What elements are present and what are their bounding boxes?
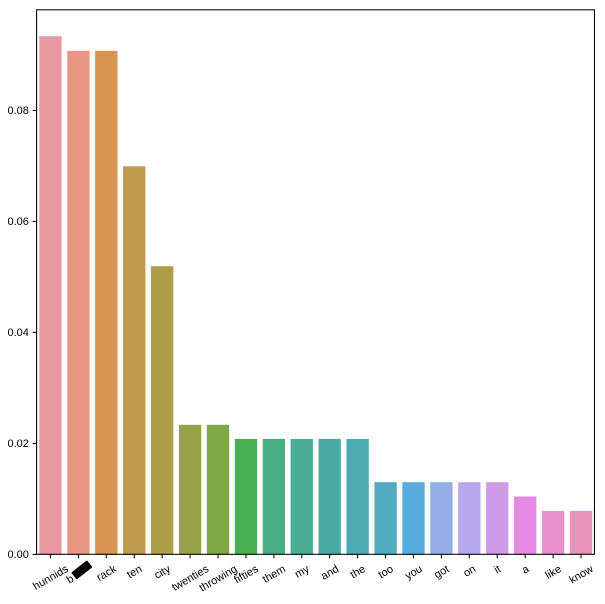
svg-text:0.00: 0.00	[7, 549, 28, 561]
svg-text:0.06: 0.06	[7, 216, 28, 228]
svg-text:on: on	[461, 563, 478, 580]
svg-text:0.08: 0.08	[7, 105, 28, 117]
svg-text:0.04: 0.04	[7, 327, 28, 339]
svg-text:it: it	[492, 563, 503, 576]
svg-text:b: b	[65, 573, 76, 586]
svg-text:0.02: 0.02	[7, 438, 28, 450]
